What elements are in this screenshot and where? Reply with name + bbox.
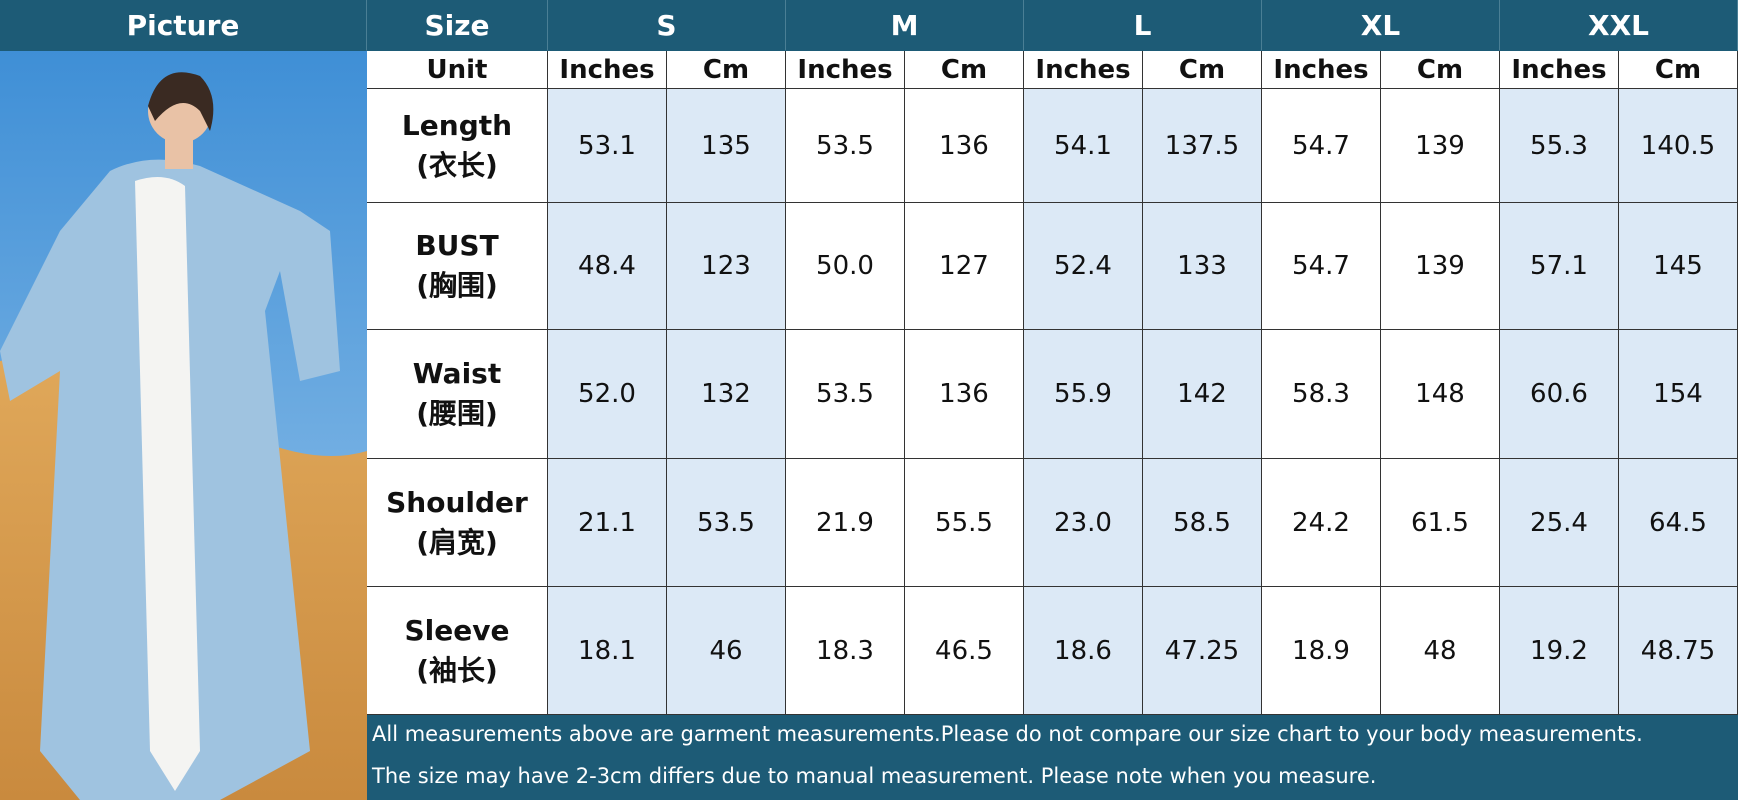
value-cell: 140.5 bbox=[1619, 89, 1738, 203]
value-cell: 55.3 bbox=[1500, 89, 1619, 203]
value-cell: 135 bbox=[667, 89, 786, 203]
value-cell: 18.3 bbox=[786, 587, 905, 715]
value-cell: 136 bbox=[905, 330, 1024, 459]
value-cell: 52.0 bbox=[548, 330, 667, 459]
value-cell: 47.25 bbox=[1143, 587, 1262, 715]
row-label: Shoulder (肩宽) bbox=[367, 459, 548, 587]
value-cell: 52.4 bbox=[1024, 203, 1143, 330]
value-cell: 127 bbox=[905, 203, 1024, 330]
value-cell: 55.5 bbox=[905, 459, 1024, 587]
value-cell: 18.9 bbox=[1262, 587, 1381, 715]
row-label: Waist (腰围) bbox=[367, 330, 548, 459]
value-cell: 60.6 bbox=[1500, 330, 1619, 459]
value-cell: 18.6 bbox=[1024, 587, 1143, 715]
product-picture bbox=[0, 51, 367, 800]
row-label: Length (衣长) bbox=[367, 89, 548, 203]
measure-name-cn: (胸围) bbox=[416, 269, 498, 302]
value-cell: 145 bbox=[1619, 203, 1738, 330]
value-cell: 21.1 bbox=[548, 459, 667, 587]
measure-name: Shoulder bbox=[386, 485, 528, 519]
value-cell: 142 bbox=[1143, 330, 1262, 459]
row-label: BUST (胸围) bbox=[367, 203, 548, 330]
value-cell: 64.5 bbox=[1619, 459, 1738, 587]
unit-cell: Cm bbox=[1381, 51, 1500, 89]
measure-name-cn: (腰围) bbox=[416, 397, 498, 430]
value-cell: 132 bbox=[667, 330, 786, 459]
size-header: S bbox=[548, 0, 786, 51]
unit-cell: Inches bbox=[786, 51, 905, 89]
footer-band bbox=[367, 715, 1738, 800]
value-cell: 148 bbox=[1381, 330, 1500, 459]
unit-label: Unit bbox=[367, 51, 548, 89]
value-cell: 57.1 bbox=[1500, 203, 1619, 330]
measure-name-cn: (衣长) bbox=[416, 148, 498, 182]
value-cell: 58.5 bbox=[1143, 459, 1262, 587]
size-header: XL bbox=[1262, 0, 1500, 51]
header-cell: Size bbox=[367, 0, 548, 51]
value-cell: 53.5 bbox=[667, 459, 786, 587]
value-cell: 53.1 bbox=[548, 89, 667, 203]
value-cell: 46.5 bbox=[905, 587, 1024, 715]
value-cell: 48.75 bbox=[1619, 587, 1738, 715]
value-cell: 139 bbox=[1381, 89, 1500, 203]
value-cell: 154 bbox=[1619, 330, 1738, 459]
measure-name: BUST bbox=[415, 229, 499, 262]
measure-name: Sleeve bbox=[404, 613, 510, 647]
value-cell: 55.9 bbox=[1024, 330, 1143, 459]
row-label: Sleeve (袖长) bbox=[367, 587, 548, 715]
note: All measurements above are garment measu… bbox=[372, 722, 1643, 746]
value-cell: 58.3 bbox=[1262, 330, 1381, 459]
value-cell: 61.5 bbox=[1381, 459, 1500, 587]
unit-cell: Inches bbox=[1500, 51, 1619, 89]
value-cell: 53.5 bbox=[786, 330, 905, 459]
value-cell: 25.4 bbox=[1500, 459, 1619, 587]
unit-cell: Inches bbox=[1024, 51, 1143, 89]
note: The size may have 2-3cm differs due to m… bbox=[372, 764, 1377, 788]
unit-cell: Cm bbox=[1619, 51, 1738, 89]
unit-cell: Cm bbox=[1143, 51, 1262, 89]
value-cell: 54.7 bbox=[1262, 89, 1381, 203]
measure-name-cn: (肩宽) bbox=[416, 525, 498, 559]
value-cell: 136 bbox=[905, 89, 1024, 203]
measure-name: Length bbox=[401, 108, 513, 142]
measure-name-cn: (袖长) bbox=[416, 653, 498, 687]
value-cell: 48 bbox=[1381, 587, 1500, 715]
unit-cell: Cm bbox=[905, 51, 1024, 89]
value-cell: 21.9 bbox=[786, 459, 905, 587]
value-cell: 19.2 bbox=[1500, 587, 1619, 715]
value-cell: 23.0 bbox=[1024, 459, 1143, 587]
header-cell: Picture bbox=[0, 0, 367, 51]
unit-cell: Inches bbox=[1262, 51, 1381, 89]
value-cell: 54.7 bbox=[1262, 203, 1381, 330]
size-header: XXL bbox=[1500, 0, 1738, 51]
value-cell: 53.5 bbox=[786, 89, 905, 203]
measure-name: Waist bbox=[412, 357, 502, 390]
value-cell: 48.4 bbox=[548, 203, 667, 330]
value-cell: 133 bbox=[1143, 203, 1262, 330]
value-cell: 139 bbox=[1381, 203, 1500, 330]
value-cell: 46 bbox=[667, 587, 786, 715]
size-header: L bbox=[1024, 0, 1262, 51]
unit-cell: Inches bbox=[548, 51, 667, 89]
value-cell: 137.5 bbox=[1143, 89, 1262, 203]
value-cell: 50.0 bbox=[786, 203, 905, 330]
unit-cell: Cm bbox=[667, 51, 786, 89]
value-cell: 18.1 bbox=[548, 587, 667, 715]
size-header: M bbox=[786, 0, 1024, 51]
value-cell: 123 bbox=[667, 203, 786, 330]
value-cell: 24.2 bbox=[1262, 459, 1381, 587]
value-cell: 54.1 bbox=[1024, 89, 1143, 203]
